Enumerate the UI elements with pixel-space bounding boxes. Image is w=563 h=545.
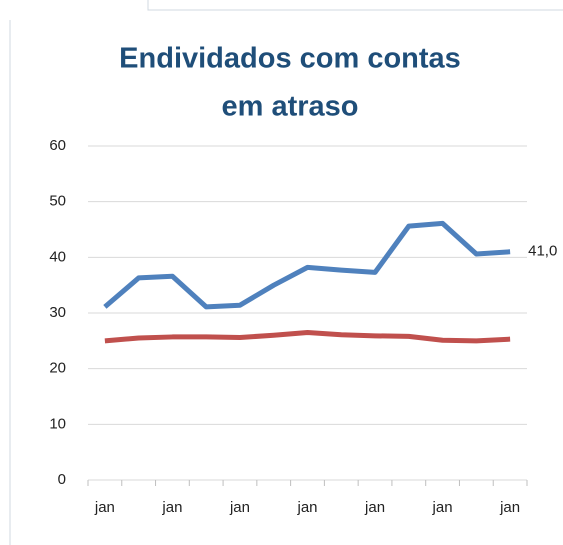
- chart-title: em atraso: [221, 91, 358, 123]
- y-tick-label: 0: [58, 471, 66, 488]
- x-tick-label: jan: [296, 499, 317, 516]
- y-tick-label: 60: [49, 137, 66, 154]
- y-tick-label: 30: [49, 304, 66, 321]
- x-tick-label: jan: [364, 499, 385, 516]
- x-tick-label: jan: [499, 499, 520, 516]
- chart-title: Endividados com contas: [119, 43, 461, 75]
- frame: [147, 0, 563, 11]
- data-label: 41,0: [528, 243, 557, 260]
- x-tick-label: jan: [229, 499, 250, 516]
- series-line: [103, 220, 511, 310]
- x-tick-label: jan: [94, 499, 115, 516]
- y-tick-label: 50: [49, 193, 66, 210]
- x-tick-label: jan: [161, 499, 182, 516]
- y-tick-label: 40: [49, 248, 66, 265]
- x-tick-label: jan: [432, 499, 453, 516]
- series-line: [104, 329, 511, 344]
- y-tick-label: 10: [49, 415, 66, 432]
- y-tick-label: 20: [49, 360, 66, 377]
